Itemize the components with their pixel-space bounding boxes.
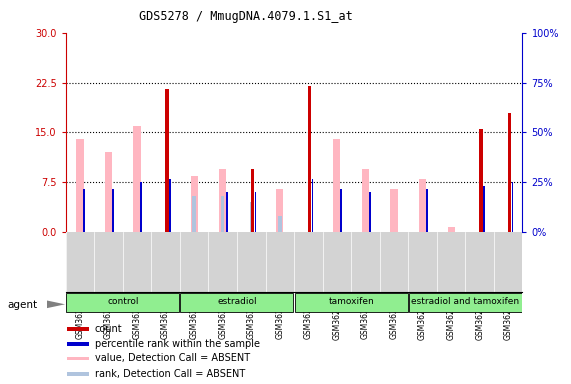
Text: count: count — [95, 324, 122, 334]
Text: percentile rank within the sample: percentile rank within the sample — [95, 339, 260, 349]
Bar — [67, 357, 89, 360]
Bar — [340, 189, 342, 232]
Bar — [140, 182, 142, 232]
Bar — [166, 89, 169, 232]
Bar — [483, 186, 485, 232]
Bar — [278, 216, 282, 232]
Bar — [409, 293, 522, 312]
Bar — [105, 152, 112, 232]
Text: estradiol: estradiol — [217, 298, 257, 306]
Bar — [67, 372, 89, 376]
Text: rank, Detection Call = ABSENT: rank, Detection Call = ABSENT — [95, 369, 245, 379]
Bar — [221, 196, 224, 232]
Bar — [276, 189, 283, 232]
Bar — [67, 342, 89, 346]
Bar — [67, 327, 89, 331]
Bar — [426, 189, 428, 232]
Bar — [448, 227, 455, 232]
Bar — [512, 182, 513, 232]
Bar — [480, 129, 483, 232]
Bar — [219, 169, 226, 232]
Bar — [250, 202, 253, 232]
Bar — [255, 192, 256, 232]
Bar — [169, 179, 171, 232]
Bar — [191, 176, 198, 232]
Bar — [333, 139, 340, 232]
Bar — [419, 179, 426, 232]
Bar — [391, 189, 397, 232]
Bar — [192, 196, 196, 232]
Text: value, Detection Call = ABSENT: value, Detection Call = ABSENT — [95, 353, 250, 364]
Bar — [66, 293, 179, 312]
Bar — [362, 169, 369, 232]
Bar — [369, 192, 371, 232]
Bar — [134, 126, 140, 232]
Bar — [295, 293, 408, 312]
Bar — [112, 189, 114, 232]
Bar — [180, 293, 293, 312]
Bar — [508, 113, 512, 232]
Bar — [83, 189, 85, 232]
Text: GDS5278 / MmugDNA.4079.1.S1_at: GDS5278 / MmugDNA.4079.1.S1_at — [139, 10, 352, 23]
Bar — [308, 86, 312, 232]
Polygon shape — [47, 300, 65, 308]
Bar — [226, 192, 228, 232]
Text: agent: agent — [7, 300, 38, 310]
Bar — [77, 139, 83, 232]
Text: control: control — [107, 298, 139, 306]
Text: estradiol and tamoxifen: estradiol and tamoxifen — [411, 298, 520, 306]
Bar — [251, 169, 255, 232]
Text: tamoxifen: tamoxifen — [328, 298, 374, 306]
Bar — [312, 179, 313, 232]
